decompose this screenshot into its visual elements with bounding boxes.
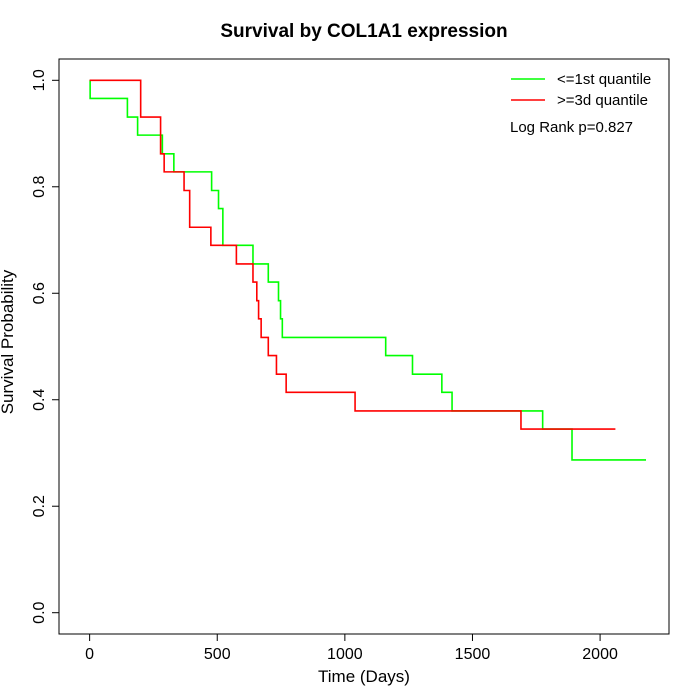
- y-axis-label: Survival Probability: [0, 269, 17, 414]
- legend: <=1st quantile >=3d quantile: [511, 71, 651, 109]
- x-tick-label: 0: [85, 646, 94, 663]
- log-rank-annotation: Log Rank p=0.827: [510, 119, 633, 136]
- survival-curve-high-quantile: [89, 79, 616, 430]
- legend-label-high-quantile: >=3d quantile: [557, 92, 648, 109]
- y-tick-label: 0.4: [31, 389, 48, 411]
- x-axis-label: Time (Days): [318, 667, 410, 686]
- x-tick-label: 1000: [327, 646, 363, 663]
- survival-curve-low-quantile: [89, 79, 647, 461]
- y-tick-label: 0.8: [31, 176, 48, 198]
- y-tick-label: 0.2: [31, 495, 48, 517]
- legend-label-low-quantile: <=1st quantile: [557, 71, 651, 88]
- y-tick-label: 1.0: [31, 69, 48, 91]
- y-tick-label: 0.0: [31, 601, 48, 623]
- x-axis: 0 500 1000 1500 2000: [85, 634, 618, 663]
- series-layer: [89, 79, 647, 461]
- x-tick-label: 1500: [455, 646, 491, 663]
- y-axis: 0.0 0.2 0.4 0.6 0.8 1.0: [31, 69, 59, 624]
- y-tick-label: 0.6: [31, 282, 48, 304]
- x-tick-label: 2000: [582, 646, 618, 663]
- plot-frame: [58, 58, 670, 635]
- x-tick-label: 500: [204, 646, 231, 663]
- chart-title: Survival by COL1A1 expression: [220, 21, 507, 42]
